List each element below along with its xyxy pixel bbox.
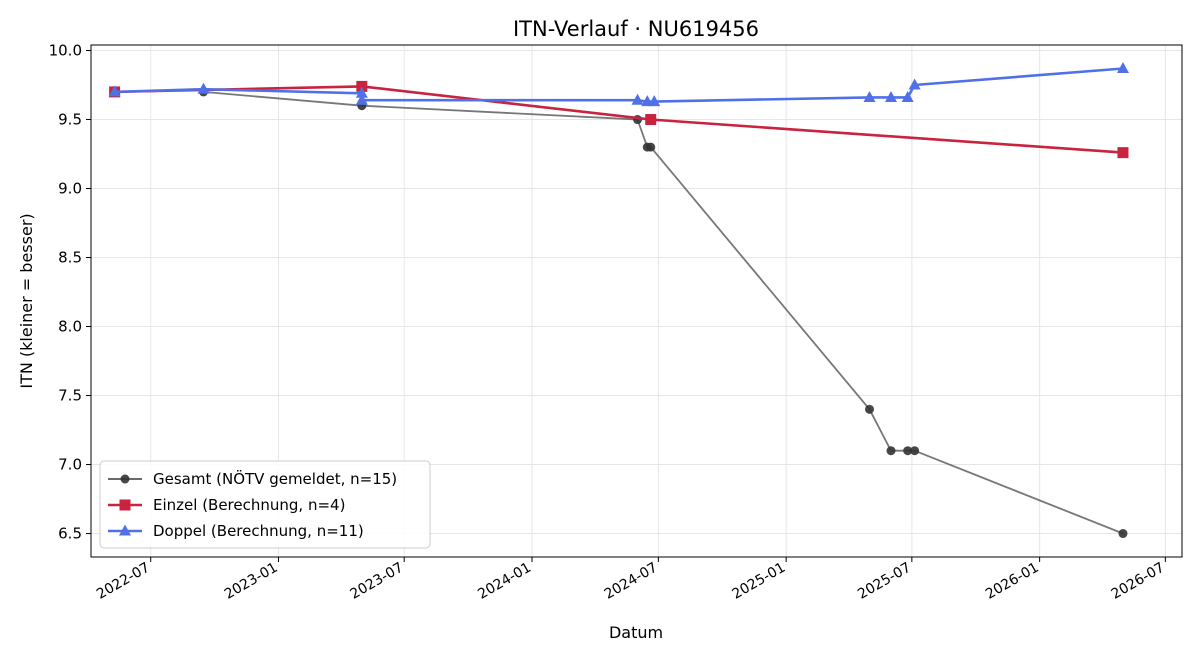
y-tick-label: 7.5 (58, 387, 82, 405)
data-point (901, 90, 914, 102)
data-point (646, 142, 656, 152)
data-point (886, 446, 896, 456)
legend-label: Gesamt (NÖTV gemeldet, n=15) (153, 469, 397, 488)
y-tick-label: 8.5 (58, 249, 82, 267)
series-triangle (108, 61, 1129, 107)
y-tick-label: 9.5 (58, 111, 82, 129)
x-tick-label: 2022-07 (94, 560, 153, 603)
legend-item: Doppel (Berechnung, n=11) (108, 522, 364, 540)
legend-item: Gesamt (NÖTV gemeldet, n=15) (108, 469, 397, 488)
data-point (863, 90, 876, 102)
data-point (648, 95, 661, 107)
legend-label: Einzel (Berechnung, n=4) (153, 496, 345, 514)
legend: Gesamt (NÖTV gemeldet, n=15) Einzel (Bere… (99, 460, 431, 549)
data-point (910, 446, 920, 456)
x-tick-label: 2024-07 (602, 560, 661, 603)
data-point (355, 86, 368, 98)
legend-label: Doppel (Berechnung, n=11) (153, 522, 364, 540)
data-point (645, 114, 657, 126)
chart-title: ITN-Verlauf · NU619456 (513, 17, 759, 41)
x-tick-label: 2026-01 (983, 560, 1042, 603)
data-point (903, 446, 913, 456)
data-point (864, 404, 874, 414)
data-point (631, 93, 644, 105)
data-point (1117, 147, 1129, 159)
legend-marker (119, 524, 131, 536)
series-layer (108, 61, 1129, 539)
plot-frame (90, 44, 1183, 558)
legend-marker (120, 474, 130, 484)
legend-marker (119, 499, 131, 511)
y-tick-label: 10.0 (49, 42, 82, 60)
x-tick-label: 2025-07 (855, 560, 914, 603)
y-tick-label: 7.0 (58, 456, 82, 474)
y-axis-label: ITN (kleiner = besser) (17, 213, 36, 388)
x-tick-label: 2025-01 (729, 560, 788, 603)
y-tick-label: 6.5 (58, 525, 82, 543)
legend-box (99, 460, 431, 549)
x-axis-label: Datum (609, 623, 663, 642)
data-point (908, 78, 921, 90)
x-tick-label: 2023-07 (348, 560, 407, 603)
y-tick-label: 8.0 (58, 318, 82, 336)
data-point (108, 85, 121, 97)
data-point (355, 93, 368, 105)
data-point (356, 80, 368, 92)
y-tick-label: 9.0 (58, 180, 82, 198)
x-tick-label: 2023-01 (222, 560, 281, 603)
legend-item: Einzel (Berechnung, n=4) (108, 496, 345, 514)
data-point (885, 90, 898, 102)
data-point (197, 82, 210, 94)
x-tick-label: 2026-07 (1109, 560, 1168, 603)
x-tick-label: 2024-01 (475, 560, 534, 603)
data-point (1118, 529, 1128, 539)
data-point (1116, 61, 1129, 73)
